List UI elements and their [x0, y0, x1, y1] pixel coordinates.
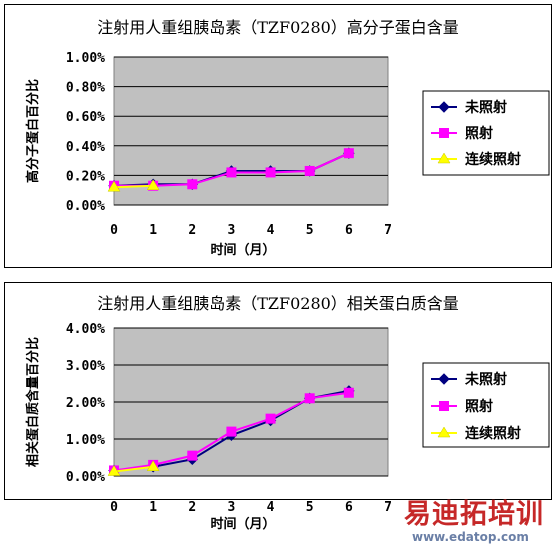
chart-title: 注射用人重组胰岛素（TZF0280）相关蛋白质含量 — [97, 294, 459, 313]
x-axis-label: 时间（月） — [210, 242, 275, 258]
data-point — [187, 179, 198, 190]
data-point — [146, 460, 160, 471]
legend-marker — [438, 373, 450, 385]
watermark: 易迪拓培训 www.edatop.com — [404, 500, 554, 546]
legend-marker — [439, 128, 449, 138]
data-point — [343, 387, 354, 398]
chart-title: 注射用人重组胰岛素（TZF0280）高分子蛋白含量 — [97, 18, 459, 37]
series-2 — [107, 460, 160, 476]
x-tick-label: 2 — [188, 223, 196, 238]
x-tick-label: 3 — [228, 223, 236, 238]
data-point — [304, 165, 315, 176]
y-axis-label: 相关蛋白质含量百分比 — [25, 337, 41, 467]
legend-marker — [437, 152, 451, 164]
y-tick-label: 1.00% — [66, 433, 105, 448]
y-tick-label: 0.00% — [66, 470, 105, 485]
x-tick-label: 2 — [188, 500, 196, 515]
y-tick-label: 0.40% — [66, 140, 105, 155]
y-tick-label: 0.00% — [66, 199, 105, 214]
legend-label: 未照射 — [465, 99, 507, 116]
data-point — [343, 148, 354, 159]
x-tick-label: 6 — [345, 500, 353, 515]
legend-marker — [437, 426, 451, 438]
data-point — [265, 167, 276, 178]
y-tick-label: 2.00% — [66, 396, 105, 411]
plot-area — [113, 56, 389, 206]
x-tick-label: 3 — [228, 500, 236, 515]
legend-marker — [439, 401, 449, 411]
x-axis-label: 时间（月） — [210, 516, 275, 532]
x-tick-label: 1 — [149, 500, 157, 515]
watermark-url: www.edatop.com — [412, 530, 529, 544]
data-point — [304, 393, 315, 404]
y-tick-label: 0.80% — [66, 81, 105, 96]
series-line — [113, 465, 154, 473]
y-axis-label: 高分子蛋白百分比 — [25, 79, 41, 183]
series-line — [113, 184, 154, 189]
x-tick-label: 1 — [149, 223, 157, 238]
data-point — [226, 426, 237, 437]
chart-2: 注射用人重组胰岛素（TZF0280）相关蛋白质含量 0.00% 1.00% 2.00%… — [25, 294, 550, 532]
data-point — [226, 167, 237, 178]
x-tick-label: 5 — [306, 500, 314, 515]
x-tick-label: 0 — [110, 500, 118, 515]
data-point — [265, 413, 276, 424]
y-tick-label: 3.00% — [66, 359, 105, 374]
series-2 — [107, 179, 160, 192]
data-point — [107, 180, 121, 192]
legend-label: 连续照射 — [465, 425, 521, 442]
legend-label: 连续照射 — [465, 151, 521, 168]
x-tick-label: 0 — [110, 223, 118, 238]
legend-label: 照射 — [465, 398, 493, 415]
chart-panel-1: 注射用人重组胰岛素（TZF0280）高分子蛋白含量 0.00% 0.20% 0.40%… — [4, 4, 552, 268]
y-tick-label: 0.60% — [66, 110, 105, 125]
x-tick-label: 4 — [267, 500, 275, 515]
legend-label: 未照射 — [465, 371, 507, 388]
legend-marker — [438, 101, 450, 113]
data-point — [187, 450, 198, 461]
x-tick-label: 7 — [384, 500, 392, 515]
legend-label: 照射 — [465, 125, 493, 142]
x-tick-label: 5 — [306, 223, 314, 238]
x-tick-label: 6 — [345, 223, 353, 238]
y-tick-label: 1.00% — [66, 51, 105, 66]
y-tick-label: 4.00% — [66, 322, 105, 337]
data-point — [107, 465, 121, 476]
x-tick-label: 7 — [384, 223, 392, 238]
y-tick-label: 0.20% — [66, 169, 105, 184]
watermark-text: 易迪拓培训 — [404, 499, 544, 530]
x-tick-label: 4 — [267, 223, 275, 238]
data-point — [146, 179, 160, 191]
chart-1: 注射用人重组胰岛素（TZF0280）高分子蛋白含量 0.00% 0.20% 0.40%… — [25, 18, 550, 258]
chart-panel-2: 注射用人重组胰岛素（TZF0280）相关蛋白质含量 0.00% 1.00% 2.00%… — [4, 282, 552, 532]
